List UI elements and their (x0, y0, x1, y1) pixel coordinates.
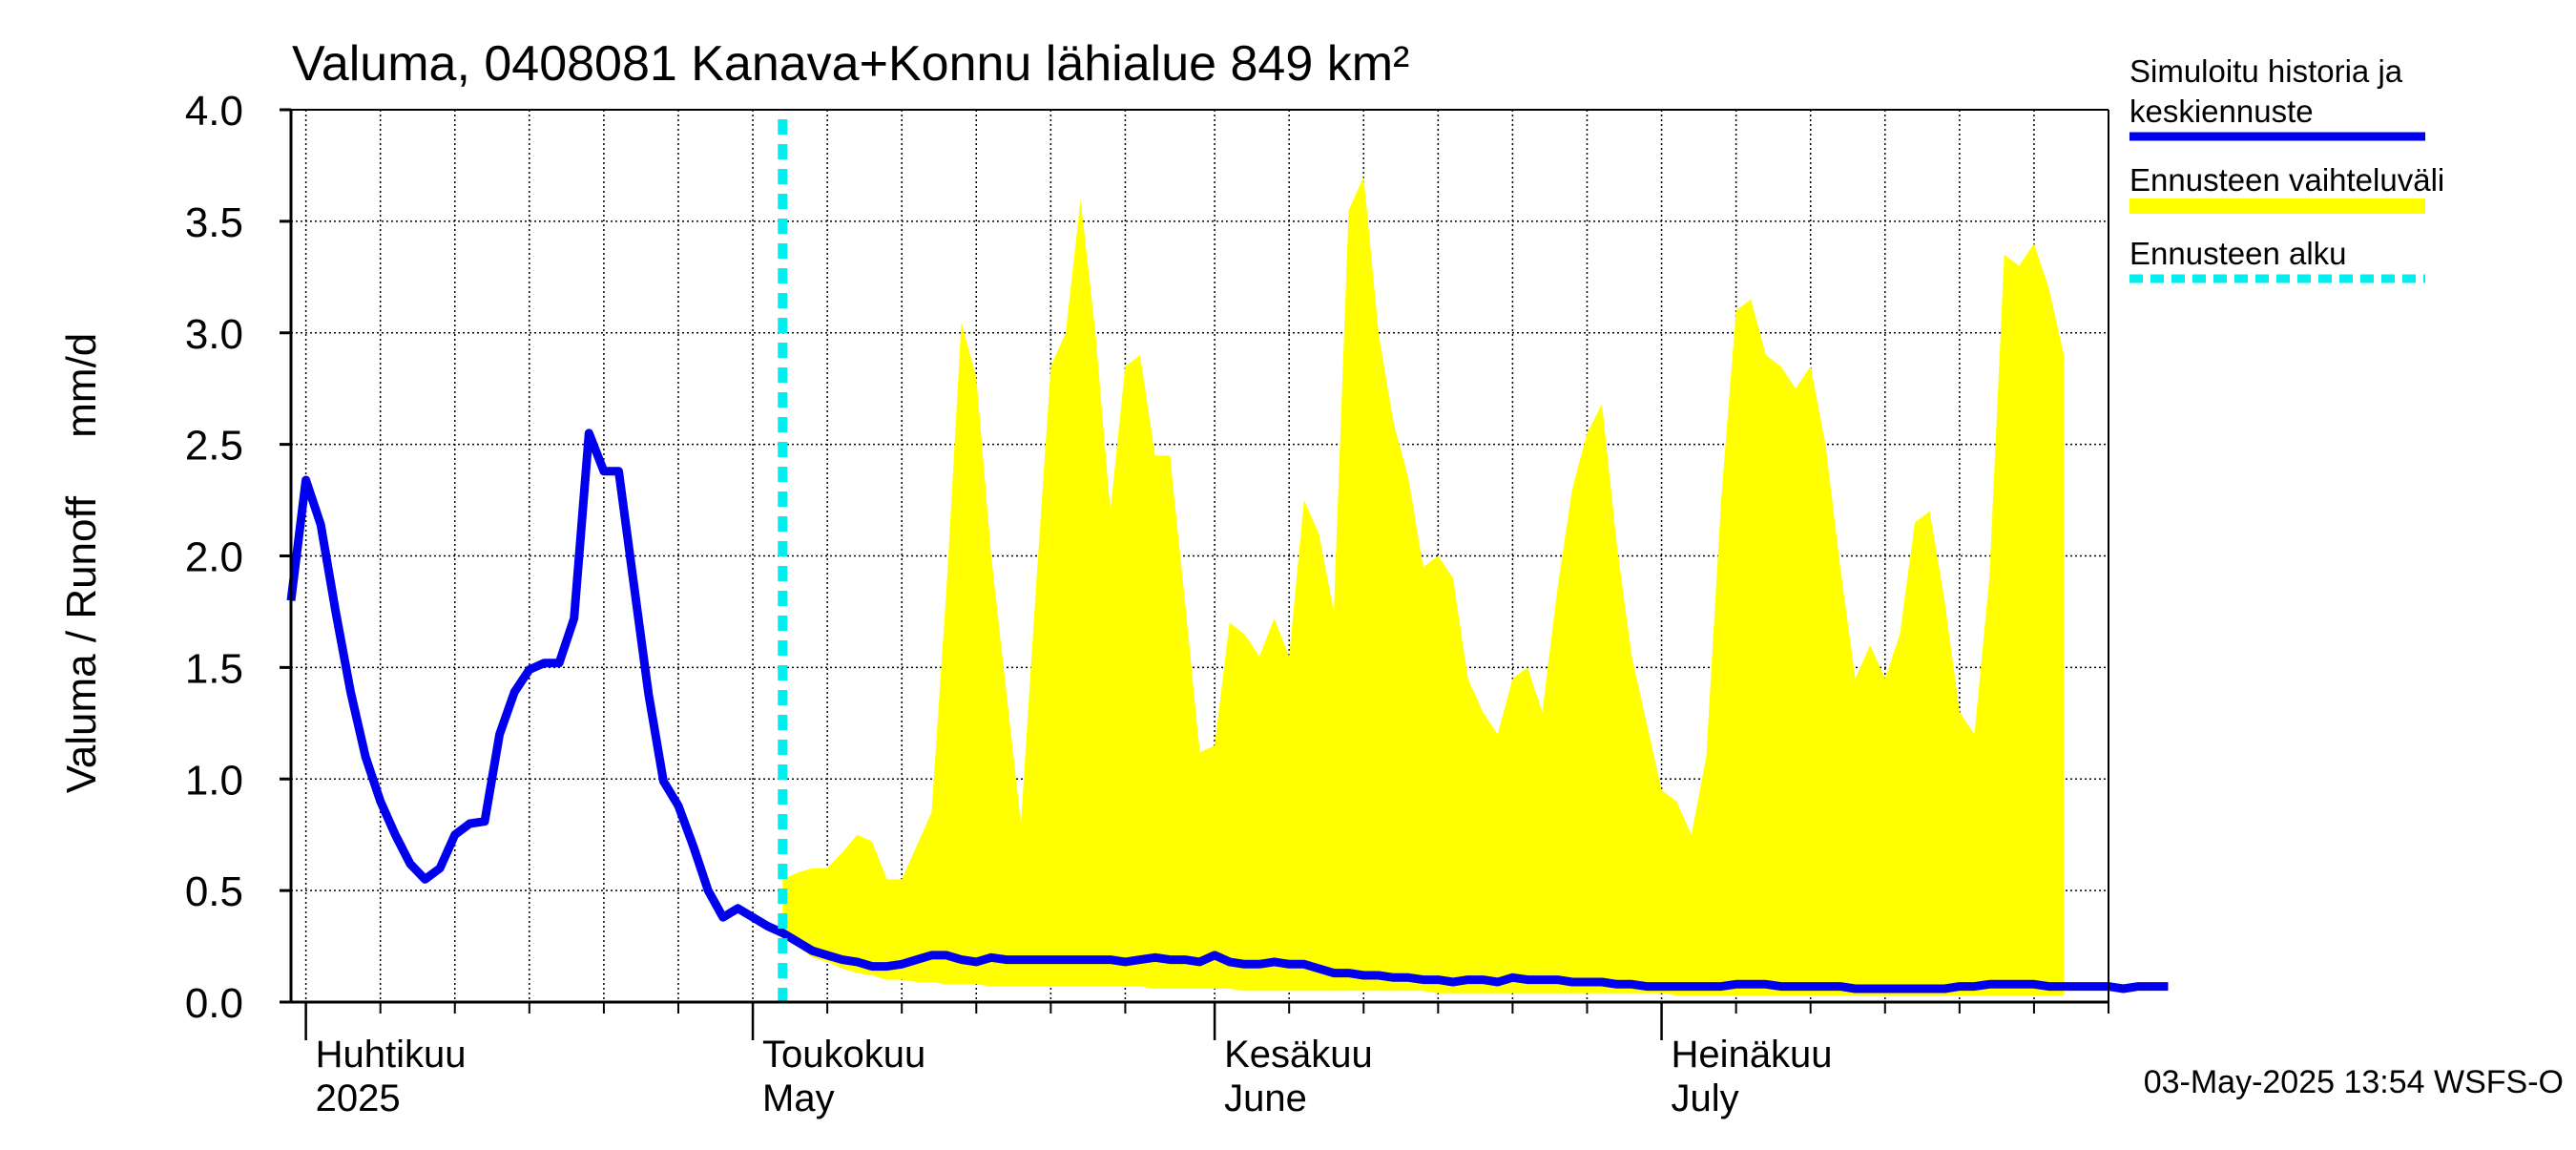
axes (280, 108, 2109, 1040)
legend-label-line: Simuloitu historia ja (2129, 53, 2403, 89)
forecast-range-band (782, 177, 2065, 996)
legend-label-line: keskiennuste (2129, 94, 2314, 129)
legend-label-line: Ennusteen vaihteluväli (2129, 162, 2444, 198)
forecast-range-layer (782, 177, 2065, 996)
legend: Simuloitu historia ja keskiennuste Ennuste… (2129, 53, 2444, 283)
y-tick-label: 3.0 (185, 311, 243, 358)
x-month-label-en: June (1224, 1077, 1307, 1119)
simulated-mean-line (286, 429, 2169, 993)
y-tick-label: 2.0 (185, 534, 243, 581)
x-month-label: Huhtikuu (316, 1034, 467, 1076)
x-month-label-en: 2025 (316, 1077, 401, 1119)
y-tick-label: 0.5 (185, 868, 243, 915)
chart-title: Valuma, 0408081 Kanava+Konnu lähialue 84… (292, 36, 1409, 92)
x-month-label: Heinäkuu (1672, 1034, 1833, 1076)
y-tick-label: 0.0 (185, 980, 243, 1027)
legend-swatch-range-band (2129, 199, 2425, 214)
x-month-label-en: July (1672, 1077, 1739, 1119)
x-month-label: Toukokuu (762, 1034, 925, 1076)
x-month-label-en: May (762, 1077, 835, 1119)
timestamp-footer: 03-May-2025 13:54 WSFS-O (2144, 1064, 2564, 1100)
y-tick-label: 1.0 (185, 757, 243, 804)
y-tick-label: 3.5 (185, 199, 243, 246)
mean-line-layer (286, 119, 2169, 1002)
legend-label-line: Ennusteen alku (2129, 236, 2347, 271)
y-axis-label: Valuma / Runoff mm/d (58, 333, 105, 794)
y-tick-label: 4.0 (185, 88, 243, 135)
y-tick-label: 2.5 (185, 423, 243, 470)
grid (291, 109, 2109, 1002)
x-month-label: Kesäkuu (1224, 1034, 1373, 1076)
y-tick-label: 1.5 (185, 645, 243, 692)
